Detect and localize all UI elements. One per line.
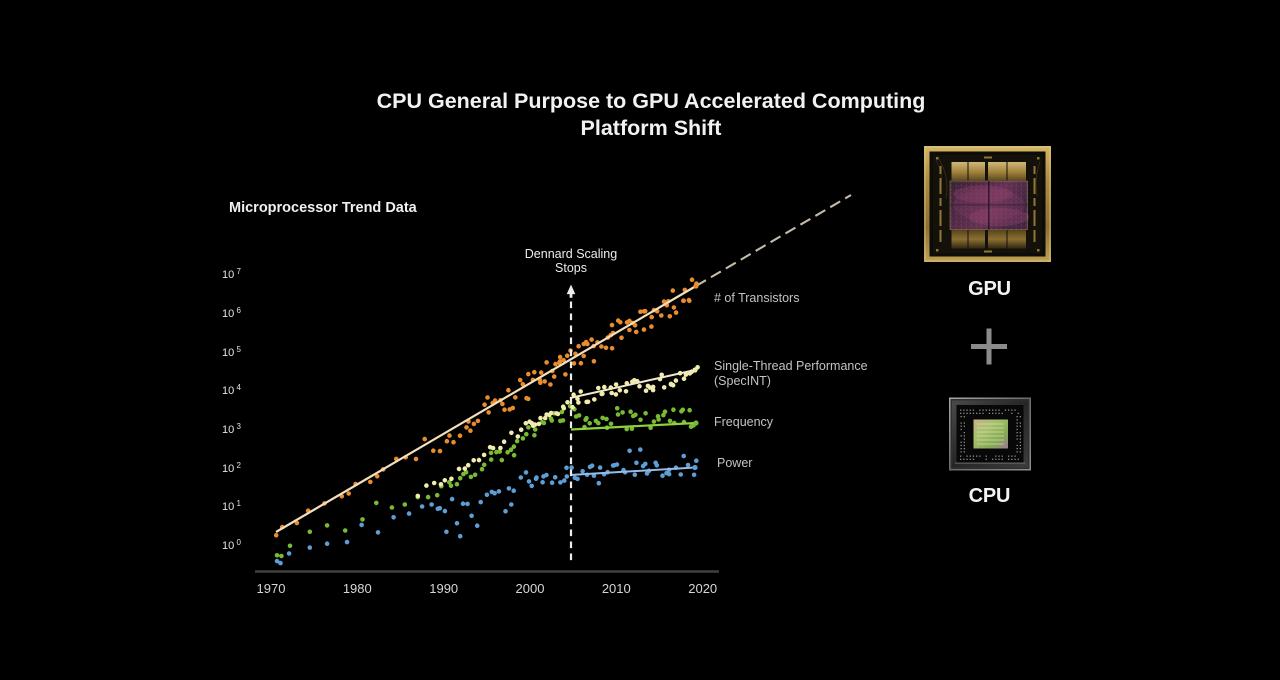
svg-text:CPU: CPU xyxy=(969,485,1011,507)
svg-text:Power: Power xyxy=(717,456,752,470)
svg-text:Single-Thread Performance: Single-Thread Performance xyxy=(714,359,868,373)
svg-text:CPU General Purpose to GPU Acc: CPU General Purpose to GPU Accelerated C… xyxy=(377,89,926,113)
svg-text:2020: 2020 xyxy=(688,581,717,596)
svg-text:1980: 1980 xyxy=(343,581,372,596)
svg-text:Stops: Stops xyxy=(555,261,587,275)
svg-text:Dennard Scaling: Dennard Scaling xyxy=(525,247,617,261)
svg-text:Microprocessor Trend Data: Microprocessor Trend Data xyxy=(229,200,418,216)
svg-text:# of Transistors: # of Transistors xyxy=(714,291,799,305)
svg-text:1990: 1990 xyxy=(429,581,458,596)
svg-text:Platform Shift: Platform Shift xyxy=(581,116,722,140)
svg-text:Frequency: Frequency xyxy=(714,415,774,429)
svg-text:2000: 2000 xyxy=(516,581,545,596)
svg-text:2010: 2010 xyxy=(602,581,631,596)
svg-text:GPU: GPU xyxy=(968,278,1011,300)
svg-text:(SpecINT): (SpecINT) xyxy=(714,374,771,388)
svg-text:1970: 1970 xyxy=(257,581,286,596)
